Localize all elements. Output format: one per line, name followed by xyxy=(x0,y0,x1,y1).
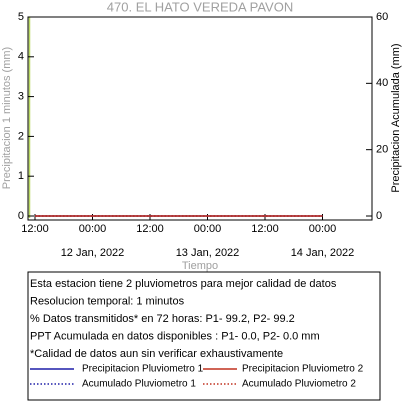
y2-tick-label: 40 xyxy=(376,77,388,89)
x-date-label: 12 Jan, 2022 xyxy=(61,247,125,259)
x-date-label: 13 Jan, 2022 xyxy=(176,247,240,259)
info-text: Resolucion temporal: 1 minutos xyxy=(30,295,185,307)
y2-axis-label: Precipitacion Acumulada (mm) xyxy=(390,43,402,192)
x-tick-label: 12:00 xyxy=(251,223,279,235)
info-text: *Calidad de datos aun sin verificar exha… xyxy=(30,348,283,360)
y2-tick-label: 20 xyxy=(376,144,388,156)
info-text: % Datos transmitidos* en 72 horas: P1- 9… xyxy=(30,313,295,325)
legend-label: Acumulado Pluviometro 1 xyxy=(82,379,196,390)
y-tick-label: 3 xyxy=(18,91,24,103)
x-axis-label: Tiempo xyxy=(182,260,218,272)
info-text: Esta estacion tiene 2 pluviometros para … xyxy=(30,278,337,290)
info-box xyxy=(27,271,381,401)
y-tick-label: 1 xyxy=(18,170,24,182)
x-tick-label: 12:00 xyxy=(136,223,164,235)
legend-label: Acumulado Pluviometro 2 xyxy=(242,379,356,390)
legend-label: Precipitacion Pluviometro 2 xyxy=(242,364,364,375)
chart-title: 470. EL HATO VEREDA PAVON xyxy=(107,0,293,14)
x-tick-label: 00:00 xyxy=(309,223,337,235)
x-date-label: 14 Jan, 2022 xyxy=(291,247,355,259)
x-tick-label: 00:00 xyxy=(79,223,107,235)
x-tick-label: 12:00 xyxy=(21,223,49,235)
info-text: PPT Acumulada en datos disponibles : P1-… xyxy=(30,330,320,342)
y2-tick-label: 0 xyxy=(376,210,382,222)
y-tick-label: 5 xyxy=(18,11,24,23)
plot-frame xyxy=(27,16,373,221)
legend-label: Precipitacion Pluviometro 1 xyxy=(82,364,204,375)
y-tick-label: 2 xyxy=(18,130,24,142)
y-tick-label: 4 xyxy=(18,51,24,63)
y-tick-label: 0 xyxy=(18,210,24,222)
x-tick-label: 00:00 xyxy=(194,223,222,235)
y2-tick-label: 60 xyxy=(376,11,388,23)
y-axis-label: Precipitacion 1 minutos (mm) xyxy=(1,47,13,189)
